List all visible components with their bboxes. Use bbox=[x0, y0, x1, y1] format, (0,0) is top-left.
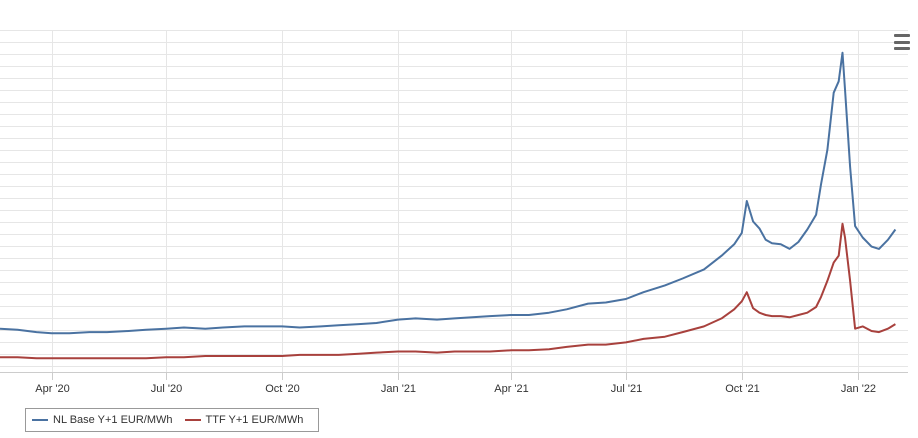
x-tick-label: Oct '21 bbox=[725, 383, 760, 395]
legend-label-ttf: TTF Y+1 EUR/MWh bbox=[205, 414, 304, 426]
x-tick-label: Jul '21 bbox=[611, 383, 642, 395]
x-tick-label: Apr '21 bbox=[494, 383, 529, 395]
x-tick-label: Jul '20 bbox=[151, 383, 182, 395]
menu-bar bbox=[894, 40, 910, 44]
series-layer bbox=[0, 51, 897, 360]
hamburger-menu-icon[interactable] bbox=[894, 34, 910, 50]
legend-swatch-nl-base bbox=[32, 419, 48, 421]
menu-bar bbox=[894, 34, 910, 37]
x-tick-label: Apr '20 bbox=[35, 383, 70, 395]
legend-label-nl-base: NL Base Y+1 EUR/MWh bbox=[53, 414, 173, 426]
legend-swatch-ttf bbox=[184, 419, 201, 421]
chart-legend: NL Base Y+1 EUR/MWh TTF Y+1 EUR/MWh bbox=[25, 408, 319, 432]
legend-item-nl-base[interactable]: NL Base Y+1 EUR/MWh bbox=[32, 414, 173, 426]
x-tick-label: Jan '22 bbox=[841, 383, 876, 395]
legend-item-ttf[interactable]: TTF Y+1 EUR/MWh bbox=[184, 414, 304, 426]
x-tick-label: Oct '20 bbox=[265, 383, 300, 395]
series-line-ttf[interactable] bbox=[0, 222, 896, 360]
x-tick-label: Jan '21 bbox=[381, 383, 416, 395]
menu-bar bbox=[894, 47, 910, 50]
vertical-gridlines bbox=[52, 30, 859, 372]
x-axis-ticks: Apr '20 Jul '20 Oct '20 Jan '21 Apr '21 Jul '… bbox=[35, 372, 876, 395]
series-line-nl-base[interactable] bbox=[0, 51, 897, 335]
